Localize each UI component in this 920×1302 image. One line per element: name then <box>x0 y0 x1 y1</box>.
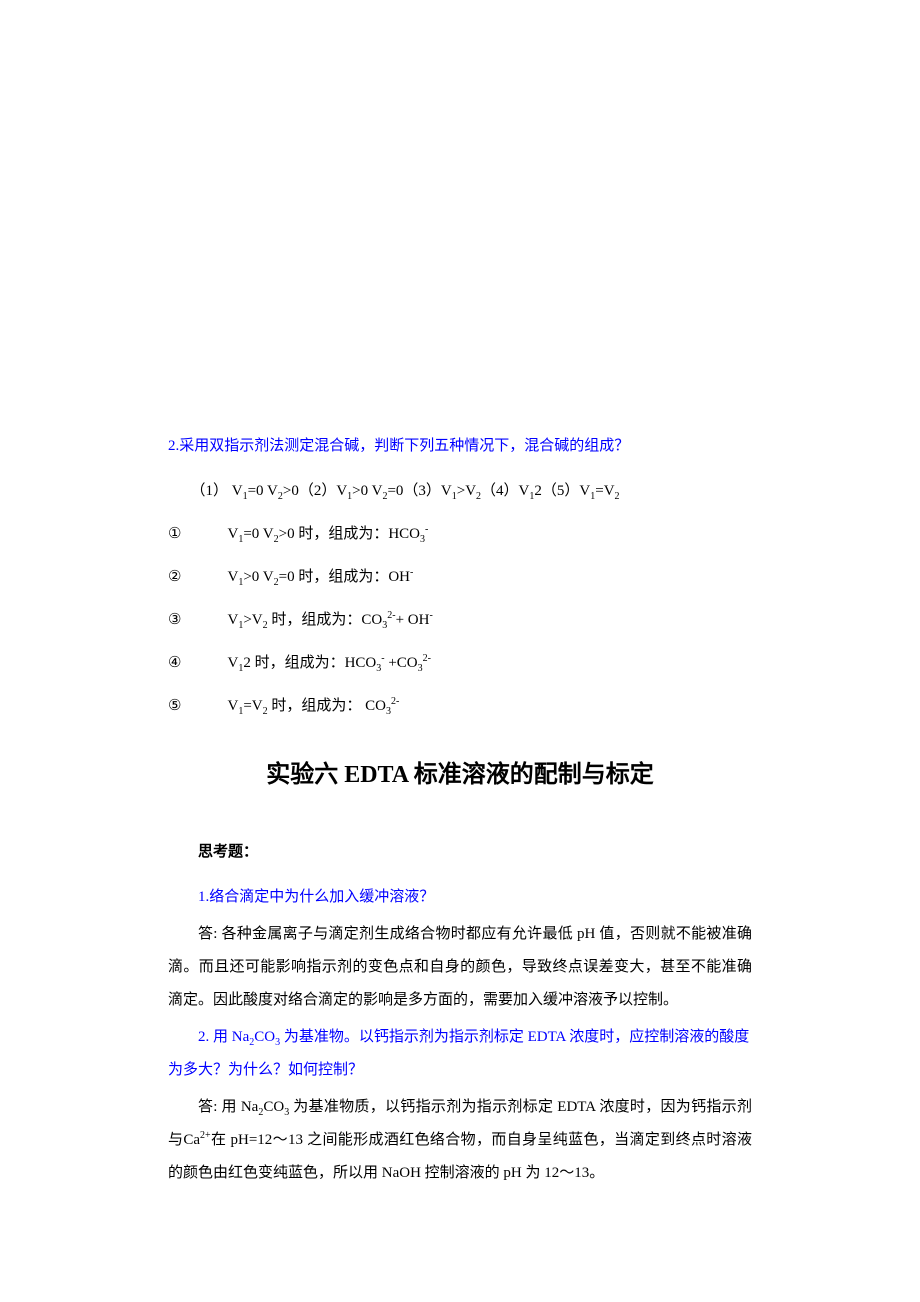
q2-answer-2-body: V1>0 V2=0 时，组成为：OH- <box>227 569 413 585</box>
q2-answer-1-body: V1=0 V2>0 时，组成为：HCO3- <box>227 526 428 542</box>
q2-answer-4: ④ V12 时，组成为：HCO3- +CO32- <box>168 647 752 680</box>
exp6-a2: 答: 用 Na2CO3 为基准物质，以钙指示剂为指示剂标定 EDTA 浓度时，因… <box>168 1091 752 1190</box>
q2-prompt: 2.采用双指示剂法测定混合碱，判断下列五种情况下，混合碱的组成？ <box>168 430 752 463</box>
q2-answer-5: ⑤ V1=V2 时，组成为： CO32- <box>168 690 752 723</box>
q2-answer-5-num: ⑤ <box>168 690 224 723</box>
q2-answer-4-body: V12 时，组成为：HCO3- +CO32- <box>227 655 431 671</box>
q2-answer-4-num: ④ <box>168 647 224 680</box>
section-label: 思考题： <box>168 836 752 869</box>
q2-answer-3-body: V1>V2 时，组成为：CO32-+ OH- <box>227 612 432 628</box>
experiment-title: 实验六 EDTA 标准溶液的配制与标定 <box>168 749 752 802</box>
exp6-a1: 答: 各种金属离子与滴定剂生成络合物时都应有允许最低 pH 值，否则就不能被准确… <box>168 918 752 1017</box>
exp6-q2: 2. 用 Na2CO3 为基准物。以钙指示剂为指示剂标定 EDTA 浓度时，应控… <box>168 1021 752 1087</box>
q2-answer-2: ② V1>0 V2=0 时，组成为：OH- <box>168 561 752 594</box>
q2-answer-1: ① V1=0 V2>0 时，组成为：HCO3- <box>168 518 752 551</box>
q2-answer-1-num: ① <box>168 518 224 551</box>
q2-answer-2-num: ② <box>168 561 224 594</box>
exp6-q1: 1.络合滴定中为什么加入缓冲溶液？ <box>168 881 752 914</box>
q2-answer-3-num: ③ <box>168 604 224 637</box>
q2-answer-5-body: V1=V2 时，组成为： CO32- <box>227 698 399 714</box>
q2-answer-3: ③ V1>V2 时，组成为：CO32-+ OH- <box>168 604 752 637</box>
q2-options: （1） V1=0 V2>0（2）V1>0 V2=0（3）V1>V2（4）V12（… <box>168 475 752 508</box>
